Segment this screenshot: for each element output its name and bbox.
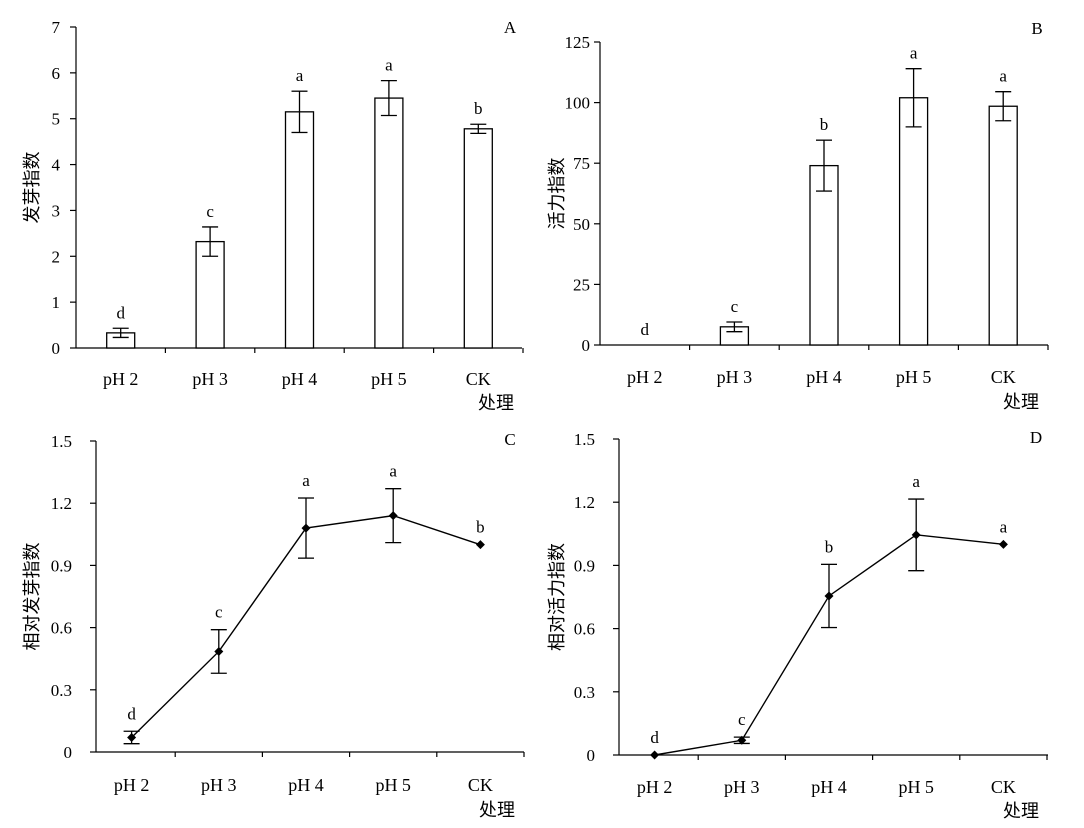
panel-b-significance-letter: a: [999, 67, 1007, 86]
panel-a-category-label: pH 3: [192, 369, 228, 389]
panel-a-y-tick-label: 5: [52, 110, 61, 129]
panel-c-category-label: pH 4: [288, 775, 324, 795]
panel-d-significance-letter: c: [738, 710, 746, 729]
panel-d-panel-letter: D: [1030, 428, 1042, 447]
panel-c-x-axis-title: 处理: [479, 800, 515, 820]
panel-b-y-axis-title: 活力指数: [547, 158, 567, 230]
panel-b-significance-letter: d: [641, 320, 650, 339]
panel-d-y-tick-label: 0: [587, 746, 596, 765]
panel-b-category-label: pH 5: [896, 367, 932, 387]
panel-a-significance-letter: a: [385, 56, 393, 75]
panel-a-y-tick-label: 3: [52, 201, 61, 220]
panel-d-significance-letter: a: [912, 472, 920, 491]
panel-a-y-tick-label: 7: [52, 18, 61, 37]
panel-a-y-axis-title: 发芽指数: [22, 152, 42, 224]
panel-b-category-label: CK: [991, 367, 1016, 387]
panel-c-significance-letter: a: [302, 471, 310, 490]
panel-d-significance-letter: d: [650, 728, 659, 747]
panel-c-significance-letter: a: [389, 462, 397, 481]
panel-a-category-label: pH 5: [371, 369, 407, 389]
panel-d-y-tick-label: 1.2: [574, 493, 595, 512]
panel-a-y-tick-label: 4: [52, 156, 61, 175]
panel-d-category-label: pH 5: [898, 777, 934, 797]
panel-c-significance-letter: d: [127, 704, 136, 723]
panel-a-x-axis-title: 处理: [478, 393, 514, 413]
panel-a-y-tick-label: 2: [52, 247, 61, 266]
panel-b-significance-letter: b: [820, 115, 829, 134]
panel-c-data-point: [388, 511, 398, 521]
panel-d-data-point: [998, 539, 1008, 549]
panel-a-bar: [374, 97, 404, 349]
panel-b-y-tick-label: 25: [573, 275, 590, 294]
panel-b-category-label: pH 4: [806, 367, 842, 387]
panel-d-category-label: pH 4: [811, 777, 847, 797]
panel-d-category-label: CK: [991, 777, 1016, 797]
panel-c-y-tick-label: 1.5: [51, 432, 72, 451]
panel-a-category-label: pH 4: [282, 369, 318, 389]
panel-b-panel-letter: B: [1031, 19, 1042, 38]
panel-d-y-tick-label: 0.9: [574, 556, 595, 575]
panel-d-data-point: [911, 530, 921, 540]
panel-b-bar: [988, 105, 1018, 346]
panel-a-y-tick-label: 0: [52, 339, 61, 358]
panel-d-data-point: [650, 750, 660, 760]
panel-d-x-axis-title: 处理: [1003, 801, 1039, 821]
panel-b-y-tick-label: 75: [573, 154, 590, 173]
panel-c-y-tick-label: 0.9: [51, 556, 72, 575]
panel-a-bar: [195, 240, 225, 349]
panel-a-significance-letter: d: [116, 303, 125, 322]
panel-a-category-label: pH 2: [103, 369, 139, 389]
panel-d-data-point: [737, 735, 747, 745]
panel-a-y-tick-label: 1: [52, 293, 61, 312]
panel-c-y-axis-title: 相对发芽指数: [22, 543, 42, 651]
panel-c-y-tick-label: 0: [64, 743, 73, 762]
panel-b-y-tick-label: 125: [565, 33, 591, 52]
panel-a-significance-letter: c: [206, 202, 214, 221]
panel-c-category-label: pH 2: [114, 775, 150, 795]
panel-d-category-label: pH 3: [724, 777, 760, 797]
panel-b-significance-letter: a: [910, 44, 918, 63]
panel-c-data-point: [301, 523, 311, 533]
panel-b-x-axis-title: 处理: [1003, 392, 1039, 412]
panel-b-significance-letter: c: [731, 297, 739, 316]
panel-b-y-tick-label: 0: [582, 336, 591, 355]
panel-c-significance-letter: b: [476, 518, 485, 537]
panel-a-bar: [284, 111, 315, 349]
panel-c-data-point: [214, 646, 224, 656]
panel-a-significance-letter: b: [474, 99, 483, 118]
panel-b-y-tick-label: 100: [565, 94, 591, 113]
panel-d-category-label: pH 2: [637, 777, 673, 797]
panel-d-data-point: [824, 591, 834, 601]
panel-b-category-label: pH 2: [627, 367, 663, 387]
panel-c-category-label: pH 3: [201, 775, 237, 795]
panel-a-y-tick-label: 6: [52, 64, 61, 83]
panel-a-bar: [463, 128, 493, 349]
panel-c-category-label: pH 5: [375, 775, 411, 795]
panel-b-bar: [809, 164, 839, 346]
panel-d-significance-letter: a: [1000, 517, 1008, 536]
panel-c-significance-letter: c: [215, 603, 223, 622]
panel-c-category-label: CK: [468, 775, 493, 795]
panel-a-category-label: CK: [466, 369, 491, 389]
panel-c-panel-letter: C: [504, 430, 515, 449]
panel-d-y-tick-label: 1.5: [574, 430, 595, 449]
panel-d-y-axis-title: 相对活力指数: [547, 543, 567, 651]
panel-d-y-tick-label: 0.3: [574, 683, 595, 702]
panel-d-y-tick-label: 0.6: [574, 620, 595, 639]
panel-d-significance-letter: b: [825, 537, 834, 556]
panel-b-y-tick-label: 50: [573, 215, 590, 234]
panel-a-significance-letter: a: [296, 66, 304, 85]
panel-c-data-point: [475, 540, 485, 550]
panel-c-y-tick-label: 0.3: [51, 681, 72, 700]
panel-c-y-tick-label: 1.2: [51, 494, 72, 513]
panel-b-category-label: pH 3: [717, 367, 753, 387]
panel-b-bar: [898, 97, 929, 346]
panel-c-data-point: [127, 732, 137, 742]
panel-a-panel-letter: A: [504, 18, 517, 37]
panel-c-y-tick-label: 0.6: [51, 619, 72, 638]
